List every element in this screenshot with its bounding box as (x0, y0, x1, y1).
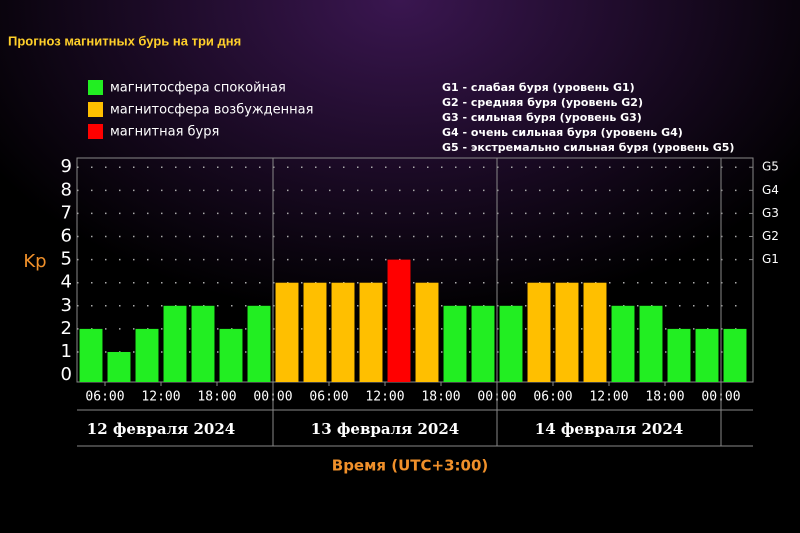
y-tick-label: 5 (61, 249, 72, 270)
x-tick-label: 18:00 (645, 390, 684, 405)
bar (611, 305, 635, 382)
bar (191, 305, 215, 382)
legend-label: магнитосфера спокойная (110, 81, 286, 96)
day-label: 13 февраля 2024 (311, 420, 459, 438)
bar (443, 305, 467, 382)
note: G1 - слабая буря (уровень G1) (442, 81, 635, 94)
x-tick-label: 12:00 (589, 390, 628, 405)
legend-swatch (88, 80, 103, 95)
bar (219, 328, 243, 382)
x-tick-label: 06:00 (85, 390, 124, 405)
legend-swatch (88, 124, 103, 139)
y-tick-label: 7 (61, 202, 72, 223)
bar (583, 282, 607, 382)
y-tick-label: 4 (61, 272, 72, 293)
bar (527, 282, 551, 382)
bar (163, 305, 187, 382)
y-tick-label: 8 (61, 179, 72, 200)
y2-tick-label: G4 (762, 183, 779, 197)
legend-label: магнитосфера возбужденная (110, 103, 313, 118)
note: G2 - средняя буря (уровень G2) (442, 96, 643, 109)
y-tick-label: 3 (61, 295, 72, 316)
x-tick-label: 12:00 (365, 390, 404, 405)
x-axis-label: Время (UTC+3:00) (332, 457, 488, 475)
x-tick-label: 12:00 (141, 390, 180, 405)
bar (555, 282, 579, 382)
bar (695, 328, 719, 382)
bar (639, 305, 663, 382)
bar (303, 282, 327, 382)
x-tick-label: 18:00 (421, 390, 460, 405)
bar (135, 328, 159, 382)
day-label: 14 февраля 2024 (535, 420, 683, 438)
bar (499, 305, 523, 382)
bar (79, 328, 103, 382)
y-tick-label: 0 (61, 364, 72, 385)
x-tick-label: 18:00 (197, 390, 236, 405)
bar (471, 305, 495, 382)
y2-tick-label: G2 (762, 229, 779, 243)
bar (107, 351, 131, 382)
bar (415, 282, 439, 382)
y-axis-label: Kp (23, 251, 46, 272)
legend-swatch (88, 102, 103, 117)
bar (275, 282, 299, 382)
y2-tick-label: G1 (762, 252, 779, 266)
plot-frame (76, 157, 754, 383)
y2-tick-label: G5 (762, 160, 779, 174)
legend-label: магнитная буря (110, 125, 219, 140)
day-label: 12 февраля 2024 (87, 420, 235, 438)
x-tick-label: 06:00 (309, 390, 348, 405)
chart-title: Прогноз магнитных бурь на три дня (8, 33, 241, 48)
y2-tick-label: G3 (762, 206, 779, 220)
note: G4 - очень сильная буря (уровень G4) (442, 126, 683, 139)
bar (387, 259, 411, 382)
bar (247, 305, 271, 382)
y-tick-label: 9 (61, 156, 72, 177)
y-tick-label: 6 (61, 226, 72, 247)
note: G3 - сильная буря (уровень G3) (442, 111, 642, 124)
y-tick-label: 1 (61, 341, 72, 362)
bar (331, 282, 355, 382)
y-tick-label: 2 (61, 318, 72, 339)
note: G5 - экстремально сильная буря (уровень … (442, 141, 734, 154)
bar (723, 328, 747, 382)
bar (359, 282, 383, 382)
x-tick-label: 06:00 (533, 390, 572, 405)
bar (667, 328, 691, 382)
